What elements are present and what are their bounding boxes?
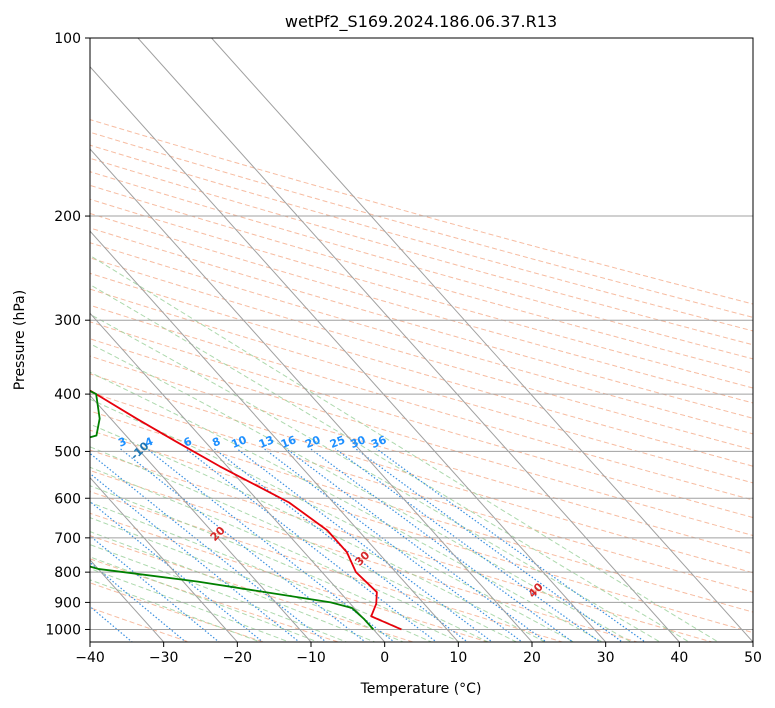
y-tick-label: 500 <box>54 444 81 460</box>
pressure-gridlines <box>90 38 753 630</box>
y-tick-label: 100 <box>54 31 81 47</box>
dry-adiabat <box>90 491 565 642</box>
moist-adiabat <box>90 371 604 642</box>
moist-adiabat <box>90 343 633 642</box>
x-axis-label: Temperature (°C) <box>360 681 482 697</box>
dry-adiabat <box>90 227 753 419</box>
moist-adiabat <box>90 284 691 642</box>
dry-adiabat <box>90 212 753 404</box>
y-tick-label: 1000 <box>45 622 81 638</box>
isotherm <box>90 148 533 642</box>
dewpoint-line <box>90 389 375 631</box>
moist-adiabat <box>90 531 377 642</box>
y-axis-label: Pressure (hPa) <box>12 290 28 390</box>
y-tick-label: 900 <box>54 595 81 611</box>
x-tick-label: −20 <box>223 650 253 666</box>
dry-adiabat <box>90 535 415 642</box>
mixing-ratio-line <box>236 448 494 642</box>
x-tick-label: −10 <box>296 650 326 666</box>
dry-adiabat <box>90 469 639 642</box>
mixing-ratio-line <box>90 472 301 642</box>
dry-adiabat <box>90 449 714 642</box>
mixing-ratio-line <box>286 448 548 642</box>
mixing-ratio-line <box>90 452 328 642</box>
moist-adiabat <box>90 579 262 642</box>
isotherm <box>90 394 312 642</box>
moist-adiabat <box>90 517 405 642</box>
x-tick-label: 40 <box>670 650 688 666</box>
mixing-ratio-line <box>355 448 624 642</box>
isotherm <box>211 38 753 642</box>
mixing-ratio-line <box>120 448 367 642</box>
x-tick-label: 30 <box>597 650 615 666</box>
x-tick-label: −30 <box>149 650 179 666</box>
mixing-ratio-line <box>310 448 574 642</box>
mixing-ratio-label: 16 <box>279 433 298 451</box>
profile-lines <box>90 389 402 631</box>
y-tick-label: 800 <box>54 565 81 581</box>
moist-adiabats <box>90 254 720 642</box>
dry-adiabat <box>90 119 753 305</box>
mixing-ratio-label: 8 <box>210 435 222 450</box>
moist-adiabat <box>90 398 575 642</box>
dry-adiabat <box>90 272 753 467</box>
moist-adiabat <box>90 446 518 642</box>
dry-adiabat <box>90 582 266 642</box>
plot-area: 0.10.20.40.611.52346810131620253036-100-… <box>90 38 753 642</box>
x-tick-label: −40 <box>75 650 105 666</box>
dry-adiabat <box>90 338 753 537</box>
isotherm <box>137 38 680 642</box>
mixing-ratio-line <box>376 448 647 642</box>
x-tick-label: 20 <box>523 650 541 666</box>
chart-title: wetPf2_S169.2024.186.06.37.R13 <box>285 12 557 32</box>
moist-adiabat <box>90 466 490 642</box>
mixing-ratio-label: 13 <box>257 433 276 451</box>
dry-adiabat <box>90 304 753 501</box>
x-tick-label: 50 <box>744 650 762 666</box>
moist-adiabat <box>90 313 662 642</box>
mixing-ratio-label: 10 <box>230 433 249 451</box>
dry-adiabat <box>90 429 753 634</box>
mixing-ratio-label: 30 <box>348 433 367 451</box>
mixing-ratio-label: 36 <box>369 433 388 451</box>
moist-adiabat <box>90 254 720 642</box>
dry-adiabat <box>90 242 753 435</box>
isotherm <box>90 476 238 642</box>
moist-adiabat <box>90 485 461 642</box>
x-tick-label: 10 <box>449 650 467 666</box>
dry-adiabat <box>90 257 753 451</box>
isotherm <box>90 230 459 642</box>
mixing-ratio-line <box>146 448 396 642</box>
mixing-ratio-line <box>90 500 264 642</box>
mixing-ratio-label: 25 <box>328 433 347 451</box>
moist-adiabat <box>90 568 291 642</box>
moist-adiabat <box>90 423 547 642</box>
isotherm <box>90 312 386 642</box>
y-tick-label: 700 <box>54 531 81 547</box>
dry-adiabat <box>90 410 753 613</box>
y-tick-label: 200 <box>54 209 81 225</box>
y-tick-label: 600 <box>54 491 81 507</box>
isotherms <box>90 38 753 642</box>
y-axis: 100 200 300 400 500 600 700 800 900 1000 <box>45 31 90 638</box>
mixing-ratio-line <box>185 448 438 642</box>
moist-adiabat <box>90 544 348 642</box>
x-axis: −40 −30 −20 −10 0 10 20 30 40 50 <box>75 642 762 666</box>
mixing-ratio-label: 20 <box>303 433 322 451</box>
plot-frame <box>89 37 754 643</box>
y-tick-label: 300 <box>54 313 81 329</box>
y-tick-label: 400 <box>54 387 81 403</box>
mixing-ratio-label: 3 <box>116 435 128 450</box>
x-tick-label: 0 <box>380 650 389 666</box>
isotherm <box>90 66 607 642</box>
dry-adiabat <box>90 321 753 519</box>
